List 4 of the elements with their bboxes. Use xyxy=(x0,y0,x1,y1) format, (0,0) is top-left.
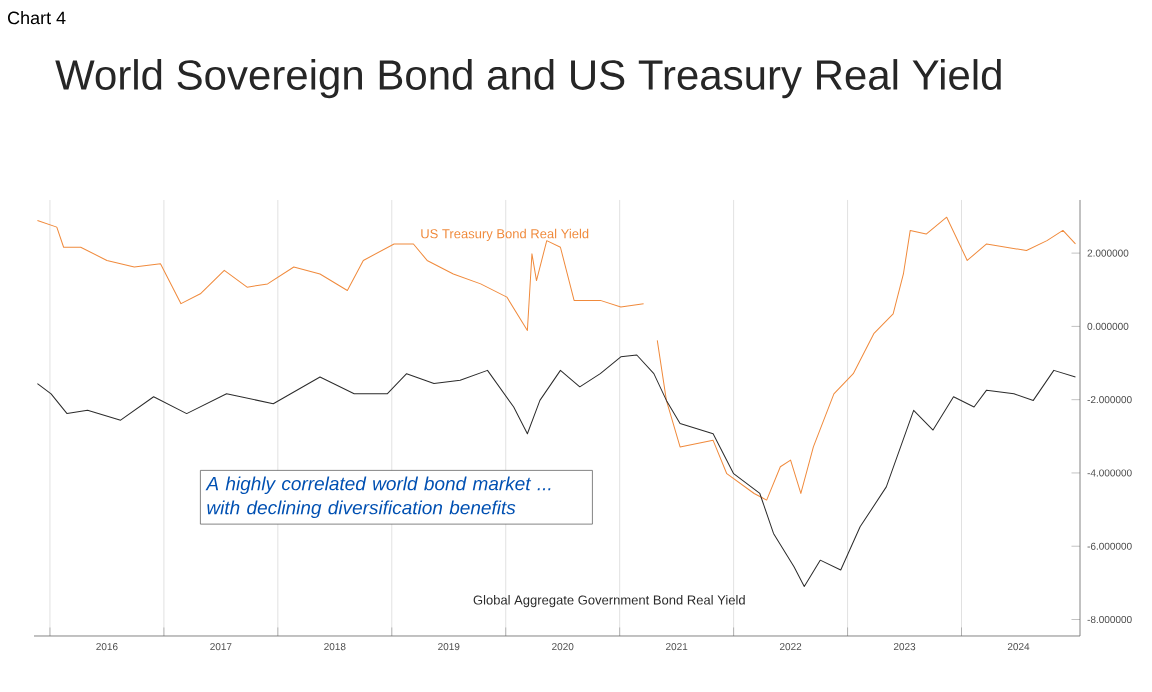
caption: Chart 4 xyxy=(7,11,66,25)
chart-title: World Sovereign Bond and US Treasury Real Yield xyxy=(55,59,1001,99)
line-series xyxy=(36,354,1076,588)
annotation: A highly correlated world bond market ... with declining diversification benefits xyxy=(205,476,551,519)
